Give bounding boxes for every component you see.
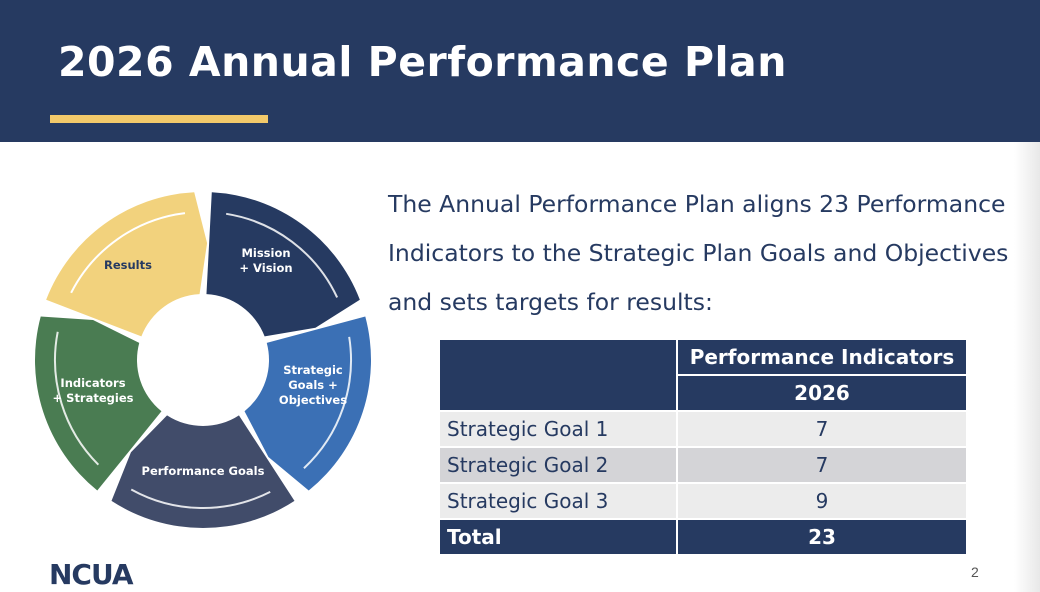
- total-value: 23: [676, 518, 968, 556]
- cycle-segment-mission: [206, 192, 360, 337]
- total-label: Total: [438, 518, 678, 556]
- table-row: Strategic Goal 1 7: [438, 410, 968, 448]
- cycle-arrow-line: [130, 488, 271, 509]
- cycle-graphic: [35, 192, 372, 528]
- intro-text: The Annual Performance Plan aligns 23 Pe…: [388, 190, 1009, 316]
- cycle-segment-indicators: [35, 316, 162, 491]
- ncua-logo: NCUA: [49, 558, 134, 591]
- table-corner-cell: [438, 338, 678, 412]
- row-value: 7: [676, 410, 968, 448]
- table-row: Strategic Goal 2 7: [438, 446, 968, 484]
- page-number: 2: [971, 564, 979, 580]
- row-value: 7: [676, 446, 968, 484]
- cycle-arrow-line: [54, 331, 100, 466]
- row-label: Strategic Goal 1: [438, 410, 678, 448]
- cycle-label-mission: Mission + Vision: [239, 246, 293, 275]
- page-title: 2026 Annual Performance Plan: [58, 38, 787, 86]
- cycle-arrow-line: [70, 212, 186, 294]
- performance-indicators-table: Performance Indicators 2026 Strategic Go…: [438, 338, 968, 556]
- planning-cycle-diagram: Mission + Vision Strategic Goals + Objec…: [30, 188, 380, 528]
- cycle-label-strategic-goals: Strategic Goals + Objectives: [278, 363, 348, 407]
- table-row: Strategic Goal 3 9: [438, 482, 968, 520]
- cycle-label-results: Results: [104, 258, 152, 272]
- page-edge-shadow: [1014, 142, 1040, 592]
- cycle-arrow-line: [225, 212, 339, 298]
- row-label: Strategic Goal 3: [438, 482, 678, 520]
- cycle-segment-strategic-goals: [244, 316, 372, 491]
- row-label: Strategic Goal 2: [438, 446, 678, 484]
- cycle-arrow-line: [303, 336, 352, 469]
- title-accent-bar: [50, 115, 268, 123]
- table-total-row: Total 23: [438, 518, 968, 556]
- title-banner: 2026 Annual Performance Plan: [0, 0, 1040, 142]
- cycle-segment-results: [46, 192, 208, 337]
- cycle-label-performance-goals: Performance Goals: [141, 464, 265, 478]
- row-value: 9: [676, 482, 968, 520]
- table-header-year: 2026: [676, 374, 968, 412]
- table-header-performance-indicators: Performance Indicators: [676, 338, 968, 376]
- cycle-label-indicators: Indicators + Strategies: [52, 376, 134, 405]
